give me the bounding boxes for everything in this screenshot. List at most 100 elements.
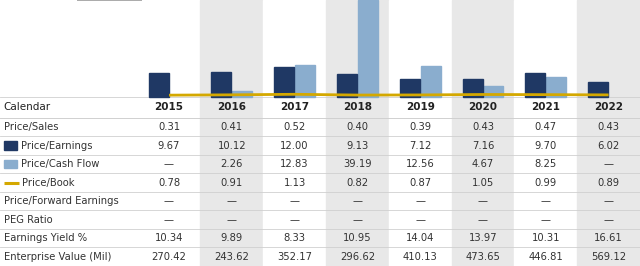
Bar [515,0,577,266]
Bar [588,82,608,97]
Text: 0.87: 0.87 [409,178,431,188]
Text: —: — [290,215,300,225]
Text: —: — [415,215,425,225]
Text: 2018: 2018 [343,102,372,113]
Bar [295,65,315,97]
Text: 0.43: 0.43 [598,122,620,132]
Text: 10.34: 10.34 [155,233,183,243]
Bar [400,80,420,97]
Text: —: — [164,196,174,206]
Text: 8.25: 8.25 [534,159,557,169]
Text: —: — [415,196,425,206]
Bar [0,0,138,266]
Text: 0.99: 0.99 [534,178,557,188]
Text: —: — [478,215,488,225]
Text: 0.52: 0.52 [284,122,306,132]
Text: 12.83: 12.83 [280,159,309,169]
Bar [337,74,357,97]
Text: 0.91: 0.91 [221,178,243,188]
Bar [4,160,17,168]
Text: Earnings Yield %: Earnings Yield % [4,233,88,243]
Text: 352.17: 352.17 [277,252,312,262]
Text: 569.12: 569.12 [591,252,626,262]
Text: 0.82: 0.82 [346,178,369,188]
Text: 296.62: 296.62 [340,252,375,262]
Text: Price/Cash Flow: Price/Cash Flow [21,159,99,169]
Text: 2022: 2022 [594,102,623,113]
Text: 1.13: 1.13 [284,178,306,188]
Text: 12.00: 12.00 [280,141,309,151]
Bar [232,92,252,97]
Text: —: — [478,196,488,206]
Text: —: — [290,196,300,206]
Bar [326,0,389,266]
Text: 243.62: 243.62 [214,252,249,262]
Text: 16.61: 16.61 [594,233,623,243]
Text: 410.13: 410.13 [403,252,438,262]
Text: 0.78: 0.78 [158,178,180,188]
Text: —: — [164,215,174,225]
Text: 7.16: 7.16 [472,141,494,151]
Text: 14.04: 14.04 [406,233,435,243]
Text: Price/Sales: Price/Sales [4,122,59,132]
Bar [200,0,263,266]
Bar [358,0,378,97]
Text: 39.19: 39.19 [343,159,372,169]
Text: —: — [227,215,237,225]
Text: PEG Ratio: PEG Ratio [4,215,53,225]
Text: Enterprise Value (Mil): Enterprise Value (Mil) [4,252,112,262]
Text: 0.89: 0.89 [598,178,620,188]
Text: 9.67: 9.67 [158,141,180,151]
Text: 1.05: 1.05 [472,178,494,188]
Text: 2019: 2019 [406,102,435,113]
Text: 0.43: 0.43 [472,122,494,132]
Text: 8.33: 8.33 [284,233,306,243]
Bar [389,0,452,266]
Text: —: — [541,196,551,206]
Text: —: — [227,196,237,206]
Bar [420,66,440,97]
Text: 10.31: 10.31 [532,233,560,243]
Bar [525,73,545,97]
Bar [263,0,326,266]
Text: 7.12: 7.12 [409,141,431,151]
Text: 270.42: 270.42 [152,252,186,262]
Text: Price/Forward Earnings: Price/Forward Earnings [4,196,119,206]
Bar [577,0,640,266]
Text: —: — [353,196,362,206]
Bar [452,0,515,266]
Text: Price/Book: Price/Book [22,178,75,188]
Text: 6.02: 6.02 [598,141,620,151]
Bar [546,77,566,97]
Text: Price/Earnings: Price/Earnings [21,141,92,151]
Bar [138,0,200,266]
Bar [483,86,504,97]
Text: 4.67: 4.67 [472,159,494,169]
Text: 9.89: 9.89 [221,233,243,243]
Text: 0.39: 0.39 [409,122,431,132]
Text: 10.95: 10.95 [343,233,372,243]
Bar [148,73,169,97]
Text: 0.40: 0.40 [346,122,369,132]
Text: 473.65: 473.65 [465,252,500,262]
Text: 0.31: 0.31 [158,122,180,132]
Bar [274,67,294,97]
Text: 2017: 2017 [280,102,309,113]
Text: 13.97: 13.97 [468,233,497,243]
Text: 12.56: 12.56 [406,159,435,169]
Text: 9.13: 9.13 [346,141,369,151]
Text: —: — [541,215,551,225]
Text: 446.81: 446.81 [529,252,563,262]
Text: —: — [353,215,362,225]
Bar [4,142,17,150]
Bar [463,79,483,97]
Text: —: — [604,196,614,206]
Bar [211,72,232,97]
Text: —: — [164,159,174,169]
Text: 2021: 2021 [531,102,560,113]
Text: —: — [604,159,614,169]
Text: 0.47: 0.47 [535,122,557,132]
Text: 2.26: 2.26 [221,159,243,169]
Text: 2016: 2016 [218,102,246,113]
Text: 9.70: 9.70 [534,141,557,151]
